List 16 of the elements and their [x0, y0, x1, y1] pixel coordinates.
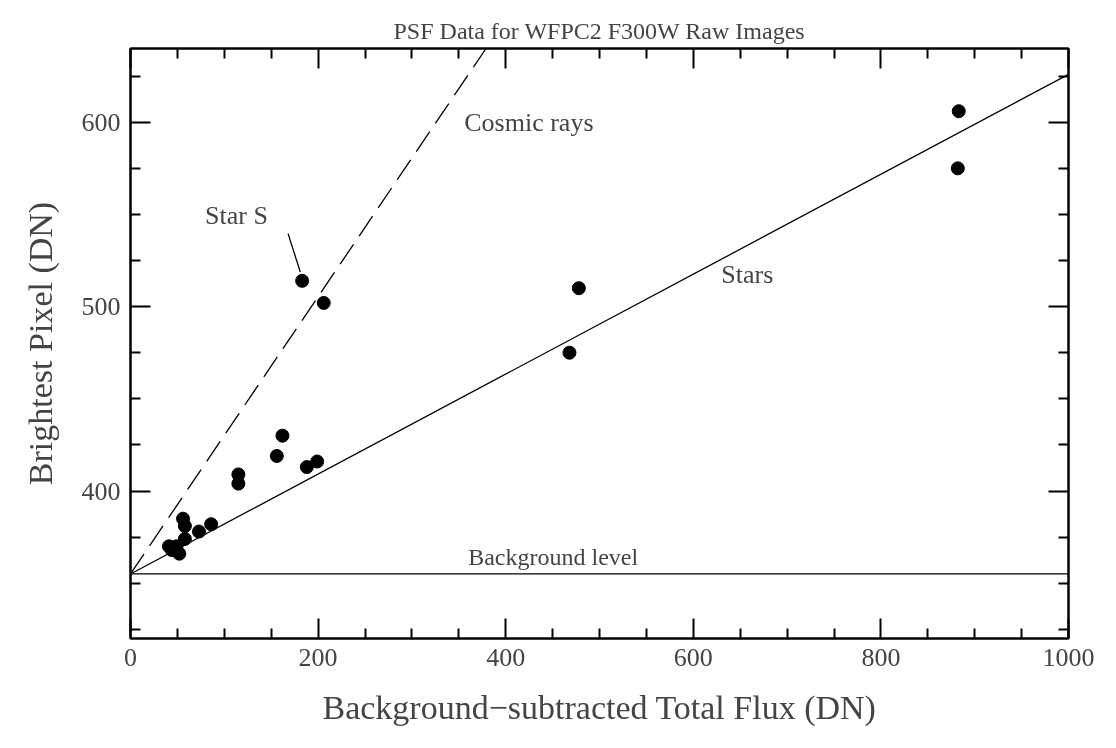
series-label: Stars [721, 259, 774, 289]
x-tick-label: 200 [298, 642, 338, 672]
y-tick-label: 400 [81, 476, 121, 506]
y-tick-label: 600 [81, 107, 121, 137]
x-tick-label: 0 [124, 642, 137, 672]
series-label: Cosmic rays [464, 107, 594, 137]
x-tick-label: 600 [673, 642, 713, 672]
y-axis-title: Brightest Pixel (DN) [21, 201, 60, 486]
chart-title: PSF Data for WFPC2 F300W Raw Images [393, 17, 805, 44]
annotation: Star S [205, 201, 268, 231]
x-tick-label: 1000 [1042, 642, 1095, 672]
x-tick-label: 400 [486, 642, 526, 672]
ref-line-label: Background level [468, 543, 639, 570]
x-tick-label: 800 [861, 642, 901, 672]
x-axis-title: Background−subtracted Total Flux (DN) [322, 688, 876, 727]
y-tick-label: 500 [81, 292, 121, 322]
